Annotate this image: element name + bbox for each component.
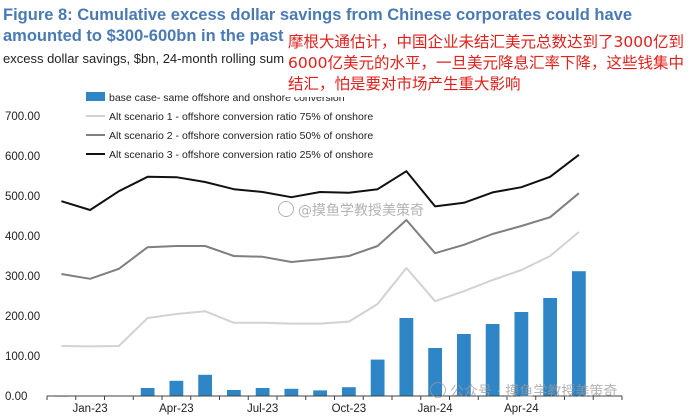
legend-swatch [86, 92, 105, 101]
bar [399, 318, 414, 396]
bar [370, 359, 385, 396]
legend-label: Alt scenario 1 - offshore conversion rat… [109, 111, 373, 123]
y-tick-label: 500.00 [5, 191, 40, 203]
bar [198, 374, 213, 396]
line-series [61, 154, 580, 348]
bar [571, 271, 586, 396]
y-axis: 0.00 100.00 200.00 300.00 400.00 500.00 600.00… [5, 111, 40, 403]
bar [169, 380, 184, 396]
x-tick-label: Oct-23 [332, 403, 367, 415]
y-tick-label: 400.00 [5, 231, 40, 243]
bar [255, 388, 270, 396]
figure-title: Figure 8: Cumulative excess dollar savin… [3, 6, 633, 45]
watermark-top: @摸鱼学教授美策奇 [278, 200, 424, 220]
watermark-bottom: 公众号 · 摸鱼学教授美策奇 [430, 381, 617, 401]
bar [543, 298, 558, 396]
wechat-icon [430, 382, 446, 398]
bar-series [54, 271, 586, 397]
y-tick-label: 600.00 [5, 151, 40, 163]
legend-label: Alt scenario 2 - offshore conversion rat… [109, 130, 373, 142]
bar [284, 388, 299, 396]
x-tick-label: Apr-24 [504, 403, 539, 415]
bar [226, 390, 241, 396]
x-axis: Jan-23 Apr-23 Jul-23 Oct-23 Jan-24 Apr-24 [46, 395, 623, 415]
chart-subtitle: excess dollar savings, $bn, 24-month rol… [3, 51, 285, 66]
y-tick-label: 100.00 [5, 351, 40, 363]
watermark-bottom-text: 公众号 · 摸鱼学教授美策奇 [450, 384, 618, 400]
watermark-top-text: @摸鱼学教授美策奇 [298, 203, 424, 219]
bar [313, 390, 328, 396]
y-tick-label: 300.00 [5, 271, 40, 283]
y-tick-label: 200.00 [5, 311, 40, 323]
bar [341, 387, 356, 396]
bar [140, 388, 155, 396]
bar [514, 312, 529, 396]
weibo-icon [278, 201, 294, 217]
bar [456, 334, 471, 396]
legend-label: Alt scenario 3 - offshore conversion rat… [109, 149, 373, 161]
series-line-1 [61, 231, 580, 348]
x-tick-label: Apr-23 [159, 403, 194, 415]
y-tick-label: 0.00 [5, 391, 27, 403]
y-tick-label: 700.00 [5, 111, 40, 123]
annotation-note: 摩根大通估计，中国企业未结汇美元总数达到了3000亿到6000亿美元的水平，一旦… [285, 30, 690, 97]
x-tick-label: Jul-23 [247, 403, 278, 415]
x-tick-label: Jan-24 [418, 403, 454, 415]
series-line-3 [61, 154, 580, 211]
x-tick-label: Jan-23 [73, 403, 108, 415]
bar [485, 324, 500, 396]
series-line-2 [61, 192, 580, 280]
legend: base case- same offshore and onshore con… [86, 92, 373, 161]
